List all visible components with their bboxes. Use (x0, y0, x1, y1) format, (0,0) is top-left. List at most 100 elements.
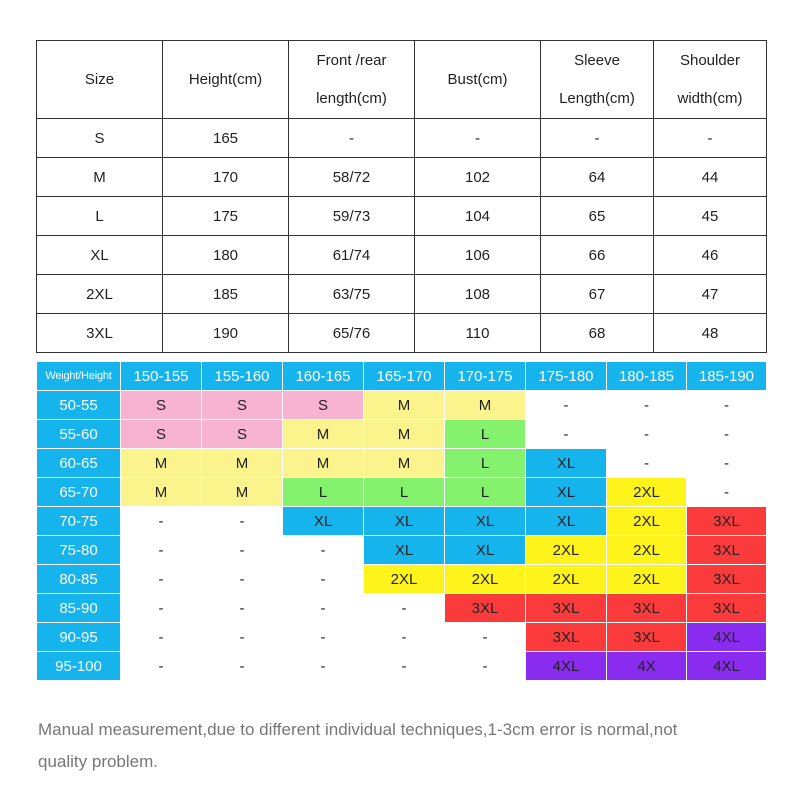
size-recommendation-cell: XL (282, 506, 364, 536)
size-recommendation-cell: - (282, 651, 364, 681)
size-table-cell: 108 (414, 274, 541, 314)
weight-row: 95-100- - - - -4XL 4X 4XL (36, 651, 767, 681)
size-recommendation-cell: - (201, 622, 283, 652)
size-recommendation-cell: M (201, 448, 283, 478)
size-recommendation-cell: XL (525, 477, 607, 507)
size-recommendation-cell: 3XL (686, 535, 767, 565)
size-recommendation-cell: XL (525, 506, 607, 536)
size-recommendation-cell: 2XL (525, 535, 607, 565)
weight-range-header: 65-70 (36, 477, 121, 507)
weight-range-header: 55-60 (36, 419, 121, 449)
size-table-header-cell: Bust(cm) (414, 40, 541, 119)
size-recommendation-cell: 3XL (606, 622, 687, 652)
header-text-line: length(cm) (316, 89, 387, 107)
size-recommendation-cell: 3XL (444, 593, 526, 623)
height-range-header: 170-175 (444, 361, 526, 391)
size-recommendation-cell: XL (444, 535, 526, 565)
size-table-cell: 175 (162, 196, 289, 236)
weight-range-header: 60-65 (36, 448, 121, 478)
header-text-line: Front /rear (316, 51, 387, 69)
size-recommendation-cell: S (282, 390, 364, 420)
size-recommendation-cell: - (686, 448, 767, 478)
size-recommendation-cell: XL (363, 506, 445, 536)
size-recommendation-cell: 3XL (525, 622, 607, 652)
size-recommendation-cell: - (444, 651, 526, 681)
size-recommendation-cell: S (120, 419, 202, 449)
size-table-cell: 44 (653, 157, 767, 197)
weight-range-header: 95-100 (36, 651, 121, 681)
weight-range-header: 75-80 (36, 535, 121, 565)
height-range-header: 150-155 (120, 361, 202, 391)
size-table-row: S 165- - - - (36, 118, 767, 158)
size-table-cell: 68 (540, 313, 654, 353)
size-recommendation-cell: M (201, 477, 283, 507)
size-recommendation-cell: L (444, 419, 526, 449)
size-table-cell: 3XL (36, 313, 163, 353)
weight-range-header: 50-55 (36, 390, 121, 420)
size-recommendation-cell: - (686, 477, 767, 507)
size-table-row: XL 180 61/74 106 66 46 (36, 235, 767, 275)
size-table-header-cell: Sleeve Length(cm) (540, 40, 654, 119)
size-recommendation-cell: - (120, 651, 202, 681)
size-recommendation-cell: - (120, 506, 202, 536)
size-recommendation-cell: 2XL (606, 564, 687, 594)
header-text-line: Length(cm) (559, 89, 635, 107)
size-table-cell: - (653, 118, 767, 158)
size-table-cell: 46 (653, 235, 767, 275)
weight-row: 85-90- - - -3XL 3XL 3XL 3XL (36, 593, 767, 623)
weight-row: 90-95- - - - -3XL 3XL 4XL (36, 622, 767, 652)
header-text-line: Bust(cm) (447, 70, 508, 88)
size-recommendation-cell: 2XL (606, 535, 687, 565)
size-recommendation-cell: S (201, 419, 283, 449)
size-recommendation-cell: - (282, 535, 364, 565)
size-recommendation-cell: 3XL (686, 593, 767, 623)
size-recommendation-cell: M (120, 448, 202, 478)
height-range-header: 160-165 (282, 361, 364, 391)
size-recommendation-cell: - (120, 564, 202, 594)
size-table-cell: 67 (540, 274, 654, 314)
size-table-header-cell: Front /rear length(cm) (288, 40, 415, 119)
size-recommendation-cell: L (282, 477, 364, 507)
header-text-line: width(cm) (677, 89, 743, 107)
size-table-header-row: Size Height(cm) Front /rear length(cm) Bust(… (36, 40, 767, 119)
size-recommendation-cell: - (606, 390, 687, 420)
size-recommendation-cell: M (282, 419, 364, 449)
size-recommendation-cell: L (444, 448, 526, 478)
size-recommendation-cell: 4X (606, 651, 687, 681)
size-recommendation-cell: XL (444, 506, 526, 536)
weight-range-header: 85-90 (36, 593, 121, 623)
size-table-cell: 2XL (36, 274, 163, 314)
weight-height-header-row: Weight/Height 150-155 155-160 160-165 165-17… (36, 361, 767, 391)
size-recommendation-cell: - (363, 593, 445, 623)
weight-row: 50-55 S S S M M - - - (36, 390, 767, 420)
size-table-cell: 190 (162, 313, 289, 353)
size-table-cell: 110 (414, 313, 541, 353)
size-recommendation-cell: S (201, 390, 283, 420)
size-table-cell: - (414, 118, 541, 158)
size-recommendation-cell: - (201, 535, 283, 565)
size-table-cell: S (36, 118, 163, 158)
size-recommendation-cell: - (201, 564, 283, 594)
header-text-line: Height(cm) (188, 70, 263, 88)
measurement-note: Manual measurement,due to different indi… (38, 714, 768, 778)
size-recommendation-cell: 4XL (525, 651, 607, 681)
weight-row: 55-60 S S M M L - - - (36, 419, 767, 449)
size-table-header-cell: Height(cm) (162, 40, 289, 119)
size-table-cell: 180 (162, 235, 289, 275)
size-recommendation-cell: L (363, 477, 445, 507)
weight-height-body: 50-55 S S S M M - - -55-60 S S M M L - - -60-65 M M M M L XL - -… (36, 390, 767, 681)
weight-row: 60-65 M M M M L XL - - (36, 448, 767, 478)
size-table-cell: 185 (162, 274, 289, 314)
size-table-cell: L (36, 196, 163, 236)
size-table-cell: 65 (540, 196, 654, 236)
size-table-cell: - (288, 118, 415, 158)
size-recommendation-cell: - (363, 622, 445, 652)
size-recommendation-cell: 2XL (606, 506, 687, 536)
size-recommendation-cell: 2XL (444, 564, 526, 594)
size-recommendation-cell: 2XL (606, 477, 687, 507)
size-recommendation-cell: - (606, 448, 687, 478)
size-recommendation-cell: S (120, 390, 202, 420)
height-range-header: 155-160 (201, 361, 283, 391)
size-table-cell: 170 (162, 157, 289, 197)
size-recommendation-cell: M (363, 390, 445, 420)
